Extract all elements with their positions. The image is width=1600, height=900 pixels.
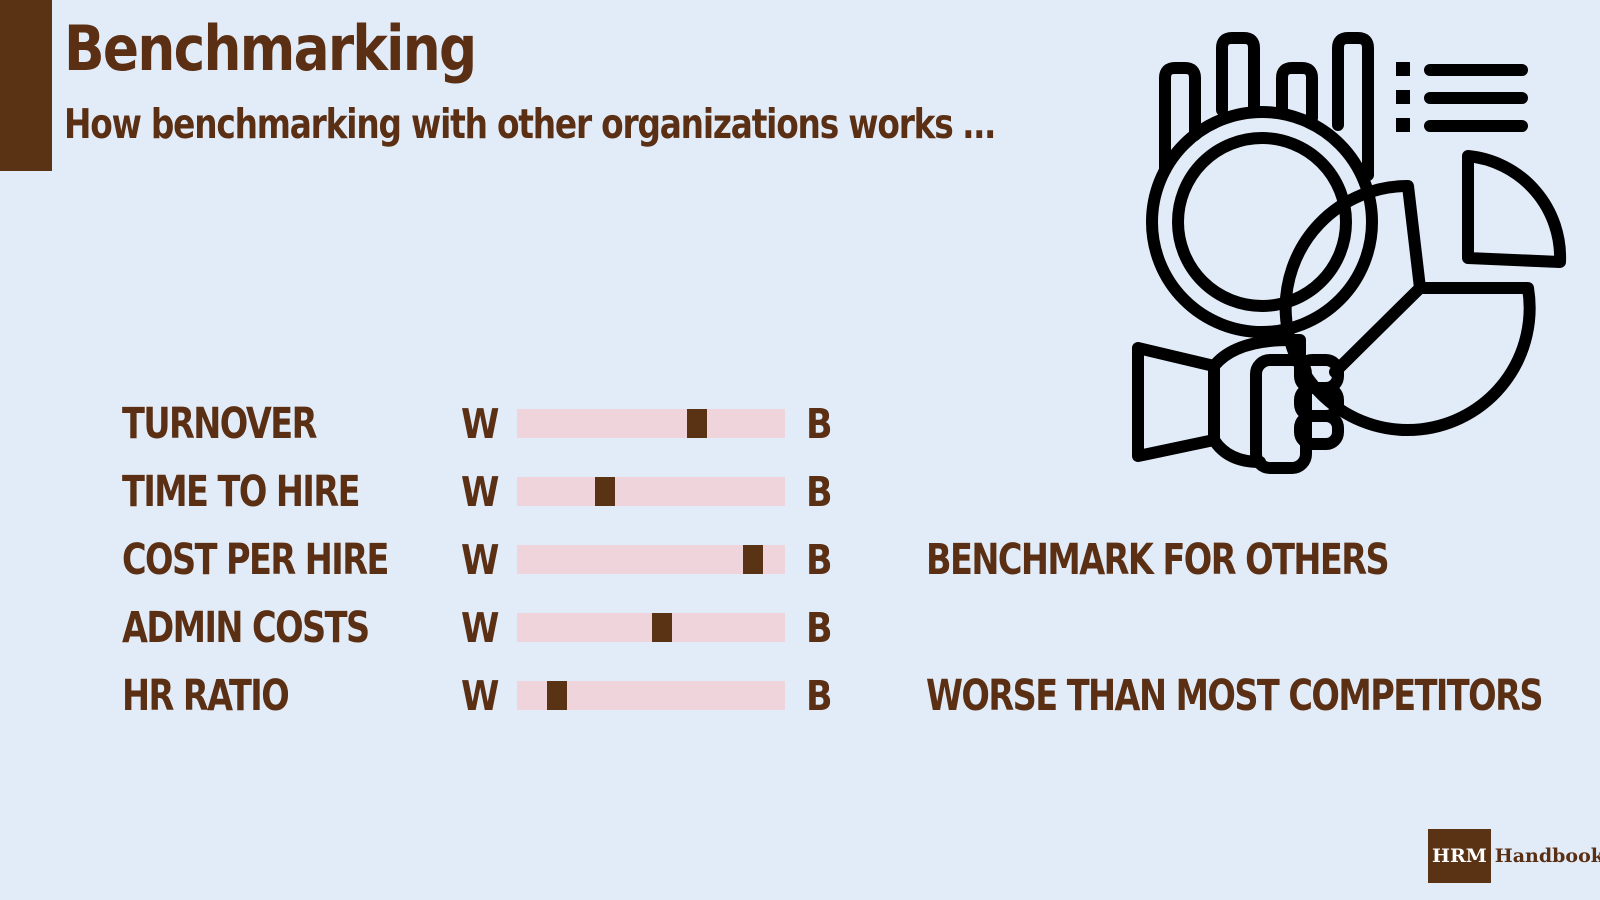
- benchmark-marker: [595, 477, 616, 506]
- benchmark-analysis-icon: [1132, 32, 1567, 474]
- metric-row-admin-costs: ADMIN COSTS W B: [0, 598, 1600, 658]
- metric-label: COST PER HIRE: [122, 535, 389, 585]
- metric-row-hr-ratio: HR RATIO W B WORSE THAN MOST COMPETITORS: [0, 666, 1600, 726]
- logo-text: Handbook: [1494, 845, 1600, 867]
- benchmark-track: [517, 681, 785, 710]
- benchmark-track: [517, 409, 785, 438]
- worst-label: W: [461, 672, 500, 720]
- benchmark-track: [517, 477, 785, 506]
- benchmark-track: [517, 613, 785, 642]
- page-subtitle: How benchmarking with other organization…: [64, 100, 996, 148]
- best-label: B: [806, 604, 833, 652]
- benchmark-marker: [547, 681, 568, 710]
- hrm-handbook-logo: HRM Handbook: [1428, 829, 1600, 883]
- logo-mark: HRM: [1428, 829, 1491, 883]
- best-label: B: [806, 468, 833, 516]
- metric-label: TIME TO HIRE: [122, 467, 361, 517]
- metric-label: ADMIN COSTS: [122, 603, 370, 653]
- worst-label: W: [461, 604, 500, 652]
- metric-verdict: BENCHMARK FOR OTHERS: [926, 535, 1390, 585]
- accent-bar: [0, 0, 52, 171]
- metric-label: TURNOVER: [122, 399, 317, 449]
- benchmark-marker: [651, 613, 672, 642]
- best-label: B: [806, 536, 833, 584]
- benchmark-marker: [742, 545, 763, 574]
- page-title: Benchmarking: [64, 12, 477, 85]
- metric-verdict: WORSE THAN MOST COMPETITORS: [926, 671, 1544, 721]
- best-label: B: [806, 400, 833, 448]
- metric-label: HR RATIO: [122, 671, 290, 721]
- worst-label: W: [461, 468, 500, 516]
- worst-label: W: [461, 536, 500, 584]
- metric-row-turnover: TURNOVER W B: [0, 394, 1600, 454]
- benchmark-track: [517, 545, 785, 574]
- best-label: B: [806, 672, 833, 720]
- metric-row-cost-per-hire: COST PER HIRE W B BENCHMARK FOR OTHERS: [0, 530, 1600, 590]
- metric-row-time-to-hire: TIME TO HIRE W B: [0, 462, 1600, 522]
- benchmark-marker: [686, 409, 707, 438]
- worst-label: W: [461, 400, 500, 448]
